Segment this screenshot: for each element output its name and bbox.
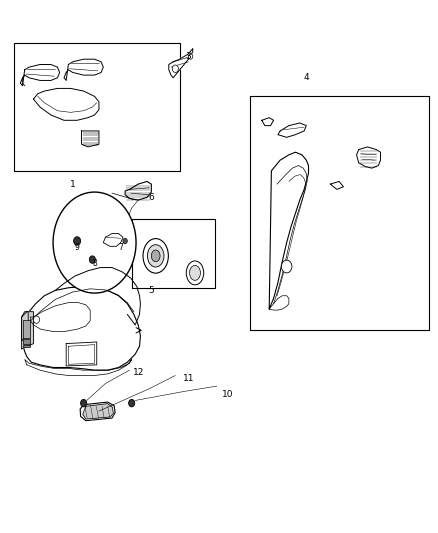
Ellipse shape [151, 250, 160, 262]
Polygon shape [80, 402, 115, 421]
Bar [250, 96, 428, 330]
Text: 1: 1 [70, 180, 76, 189]
Text: 3: 3 [186, 52, 191, 61]
Bar [22, 340, 30, 344]
Circle shape [188, 54, 193, 59]
Circle shape [33, 316, 39, 324]
Text: 11: 11 [183, 374, 194, 383]
Polygon shape [21, 312, 28, 341]
Polygon shape [357, 147, 381, 168]
Circle shape [89, 256, 95, 263]
Text: 12: 12 [133, 368, 144, 377]
Bar [22, 345, 30, 348]
Polygon shape [262, 118, 274, 126]
Polygon shape [169, 49, 193, 78]
Polygon shape [21, 287, 141, 370]
Bar [14, 43, 180, 171]
Polygon shape [64, 59, 103, 80]
Text: 6: 6 [148, 193, 154, 202]
Circle shape [81, 399, 87, 407]
Polygon shape [103, 233, 123, 246]
Circle shape [123, 238, 127, 244]
Text: 7: 7 [118, 244, 123, 253]
Ellipse shape [143, 239, 168, 273]
Circle shape [282, 260, 292, 273]
Polygon shape [81, 131, 99, 147]
Polygon shape [33, 88, 99, 120]
Ellipse shape [186, 261, 204, 285]
Circle shape [53, 192, 136, 293]
Ellipse shape [148, 245, 164, 267]
Polygon shape [83, 403, 113, 419]
Bar [132, 219, 215, 288]
Bar [22, 320, 30, 338]
Text: 9: 9 [74, 244, 80, 253]
Text: 4: 4 [304, 73, 309, 82]
Polygon shape [330, 181, 343, 189]
Circle shape [172, 65, 178, 72]
Text: 8: 8 [92, 260, 97, 268]
Polygon shape [278, 123, 306, 138]
Text: 10: 10 [222, 390, 233, 399]
Ellipse shape [190, 265, 201, 280]
Text: 5: 5 [148, 286, 154, 295]
Polygon shape [269, 152, 308, 309]
Polygon shape [125, 181, 151, 200]
Circle shape [74, 237, 81, 245]
Polygon shape [21, 312, 33, 349]
Circle shape [129, 399, 135, 407]
Polygon shape [20, 64, 60, 86]
